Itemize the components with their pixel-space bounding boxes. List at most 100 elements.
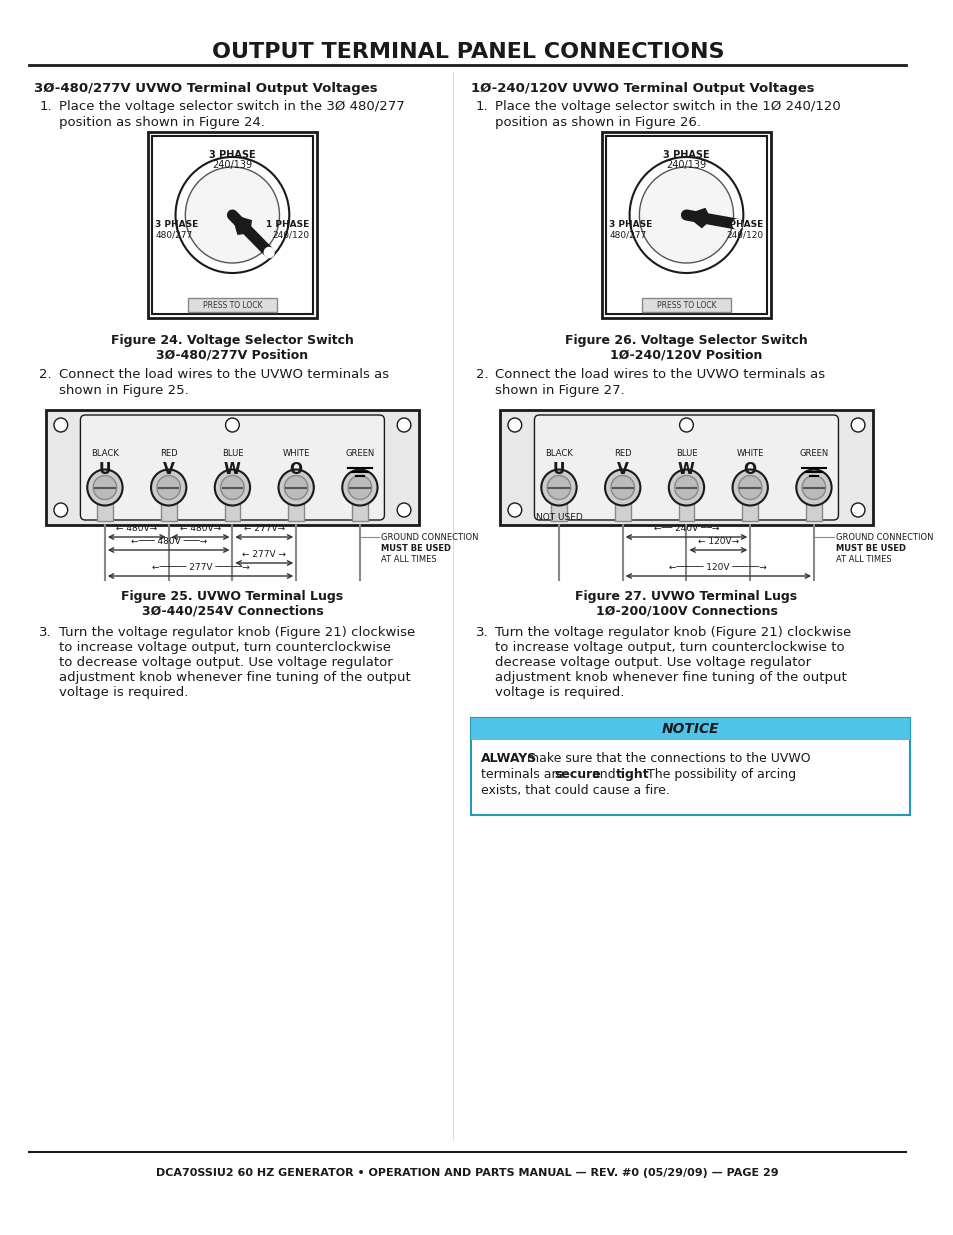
- Text: O: O: [290, 462, 302, 477]
- Circle shape: [507, 417, 521, 432]
- Text: 3 PHASE: 3 PHASE: [662, 149, 709, 161]
- Circle shape: [264, 247, 274, 257]
- Text: 3.: 3.: [476, 626, 488, 638]
- Text: 480/277: 480/277: [609, 231, 646, 240]
- Text: PRESS TO LOCK: PRESS TO LOCK: [202, 300, 262, 310]
- Text: GREEN: GREEN: [345, 450, 375, 458]
- Text: 1Ø-240/120V Position: 1Ø-240/120V Position: [610, 348, 761, 361]
- Bar: [148, 132, 317, 317]
- Bar: [641, 298, 730, 312]
- Polygon shape: [233, 215, 251, 235]
- Circle shape: [214, 469, 250, 505]
- Circle shape: [732, 469, 767, 505]
- Text: MUST BE USED: MUST BE USED: [381, 543, 451, 553]
- Text: adjustment knob whenever fine tuning of the output: adjustment knob whenever fine tuning of …: [495, 671, 846, 684]
- Text: ←─── 480V ───→: ←─── 480V ───→: [131, 537, 207, 546]
- Text: secure: secure: [554, 768, 600, 781]
- Circle shape: [225, 417, 239, 432]
- Text: ← 277V→: ← 277V→: [243, 524, 285, 534]
- Text: O: O: [743, 462, 756, 477]
- Text: WHITE: WHITE: [736, 450, 763, 458]
- Text: Turn the voltage regulator knob (Figure 21) clockwise: Turn the voltage regulator knob (Figure …: [59, 626, 415, 638]
- Text: shown in Figure 25.: shown in Figure 25.: [59, 384, 189, 396]
- Text: Figure 25. UVWO Terminal Lugs: Figure 25. UVWO Terminal Lugs: [121, 590, 343, 603]
- Text: BLUE: BLUE: [221, 450, 243, 458]
- Bar: [615, 503, 630, 521]
- Text: 3Ø-480/277V Position: 3Ø-480/277V Position: [156, 348, 308, 361]
- Text: tight: tight: [616, 768, 649, 781]
- Text: AT ALL TIMES: AT ALL TIMES: [381, 555, 436, 564]
- Text: W: W: [678, 462, 694, 477]
- Bar: [224, 503, 240, 521]
- Text: 3 PHASE: 3 PHASE: [155, 220, 198, 228]
- Text: 3 PHASE: 3 PHASE: [209, 149, 255, 161]
- Text: terminals are: terminals are: [480, 768, 567, 781]
- Circle shape: [732, 219, 741, 230]
- Text: Connect the load wires to the UVWO terminals as: Connect the load wires to the UVWO termi…: [59, 368, 389, 382]
- Text: ← 480V→: ← 480V→: [116, 524, 157, 534]
- Circle shape: [668, 469, 703, 505]
- Bar: [352, 503, 367, 521]
- Text: 240/139: 240/139: [213, 161, 253, 170]
- Text: OUTPUT TERMINAL PANEL CONNECTIONS: OUTPUT TERMINAL PANEL CONNECTIONS: [212, 42, 723, 62]
- Text: 3Ø-480/277V UVWO Terminal Output Voltages: 3Ø-480/277V UVWO Terminal Output Voltage…: [34, 82, 377, 95]
- Bar: [499, 410, 872, 525]
- Text: ←── 240V ──→: ←── 240V ──→: [653, 524, 719, 534]
- Text: decrease voltage output. Use voltage regulator: decrease voltage output. Use voltage reg…: [495, 656, 810, 669]
- Text: GROUND CONNECTION: GROUND CONNECTION: [835, 534, 932, 542]
- Text: 240/139: 240/139: [666, 161, 706, 170]
- Circle shape: [185, 167, 279, 263]
- Circle shape: [604, 469, 639, 505]
- Text: Place the voltage selector switch in the 3Ø 480/277: Place the voltage selector switch in the…: [59, 100, 404, 112]
- Circle shape: [796, 469, 831, 505]
- Circle shape: [850, 417, 864, 432]
- Circle shape: [801, 475, 825, 499]
- Text: Connect the load wires to the UVWO terminals as: Connect the load wires to the UVWO termi…: [495, 368, 824, 382]
- Bar: [288, 503, 304, 521]
- Text: BLACK: BLACK: [91, 450, 119, 458]
- Text: GREEN: GREEN: [799, 450, 828, 458]
- Text: position as shown in Figure 24.: position as shown in Figure 24.: [59, 116, 265, 128]
- Circle shape: [175, 157, 289, 273]
- Circle shape: [547, 475, 570, 499]
- Text: 3Ø-440/254V Connections: 3Ø-440/254V Connections: [141, 604, 323, 618]
- Circle shape: [54, 503, 68, 517]
- Text: V: V: [617, 462, 628, 477]
- Text: ← 480V→: ← 480V→: [180, 524, 221, 534]
- Circle shape: [342, 469, 377, 505]
- Circle shape: [220, 475, 244, 499]
- Text: ← 277V →: ← 277V →: [242, 550, 286, 559]
- Bar: [805, 503, 821, 521]
- Text: voltage is required.: voltage is required.: [59, 685, 188, 699]
- Circle shape: [54, 417, 68, 432]
- Text: adjustment knob whenever fine tuning of the output: adjustment knob whenever fine tuning of …: [59, 671, 410, 684]
- Text: BLACK: BLACK: [544, 450, 572, 458]
- Text: 2.: 2.: [39, 368, 51, 382]
- Bar: [470, 718, 909, 740]
- Bar: [152, 136, 313, 314]
- Text: W: W: [224, 462, 240, 477]
- Circle shape: [87, 469, 122, 505]
- Circle shape: [738, 475, 761, 499]
- Circle shape: [540, 469, 576, 505]
- Circle shape: [610, 475, 634, 499]
- Text: Turn the voltage regulator knob (Figure 21) clockwise: Turn the voltage regulator knob (Figure …: [495, 626, 851, 638]
- Circle shape: [284, 475, 308, 499]
- Circle shape: [850, 503, 864, 517]
- Bar: [741, 503, 758, 521]
- Text: 3.: 3.: [39, 626, 51, 638]
- Text: 1Ø-200/100V Connections: 1Ø-200/100V Connections: [595, 604, 777, 618]
- Text: NOTICE: NOTICE: [660, 722, 719, 736]
- Text: ← 120V→: ← 120V→: [697, 537, 739, 546]
- Text: Place the voltage selector switch in the 1Ø 240/120: Place the voltage selector switch in the…: [495, 100, 841, 112]
- FancyBboxPatch shape: [80, 415, 384, 520]
- FancyBboxPatch shape: [534, 415, 838, 520]
- Text: AT ALL TIMES: AT ALL TIMES: [835, 555, 890, 564]
- Bar: [161, 503, 176, 521]
- Text: 240/120: 240/120: [272, 231, 309, 240]
- Text: Figure 26. Voltage Selector Switch: Figure 26. Voltage Selector Switch: [564, 333, 807, 347]
- Text: U: U: [99, 462, 111, 477]
- Circle shape: [507, 503, 521, 517]
- Text: voltage is required.: voltage is required.: [495, 685, 624, 699]
- Circle shape: [93, 475, 116, 499]
